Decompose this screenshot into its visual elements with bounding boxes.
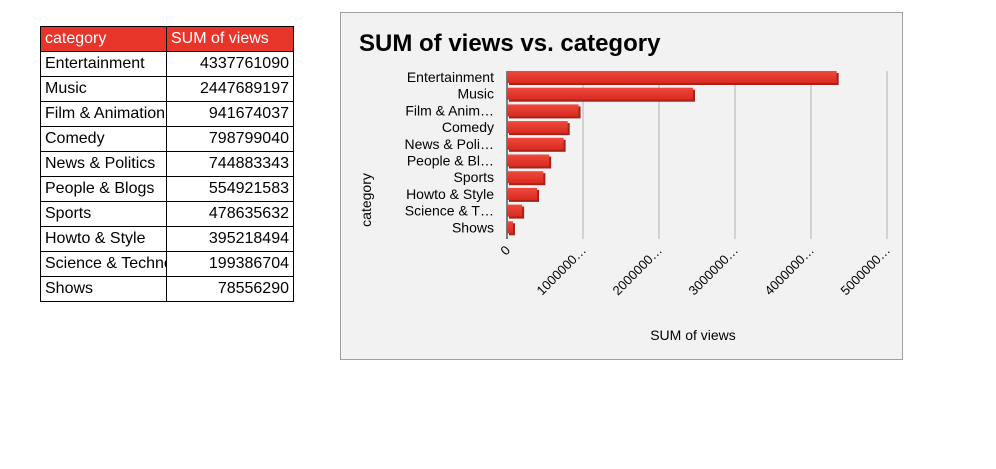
table-row: Science & Technology199386704 [40, 251, 294, 277]
y-axis-title: category [358, 173, 374, 227]
cell-views[interactable]: 798799040 [166, 126, 294, 152]
bar-fill [507, 71, 837, 83]
bar[interactable] [507, 204, 525, 219]
cell-category[interactable]: People & Blogs [40, 176, 167, 202]
cell-views[interactable]: 478635632 [166, 201, 294, 227]
category-label: Music [457, 86, 494, 102]
table-row: Comedy 798799040 [40, 126, 294, 152]
cell-category[interactable]: Howto & Style [40, 226, 167, 252]
category-label: Entertainment [407, 69, 494, 85]
cell-views[interactable]: 554921583 [166, 176, 294, 202]
cell-views[interactable]: 4337761090 [166, 51, 294, 77]
bar-fill [507, 187, 538, 200]
bar[interactable] [507, 137, 566, 152]
bars [507, 71, 839, 236]
table-row: People & Blogs 554921583 [40, 176, 294, 202]
bar-fill [507, 171, 544, 184]
chart-panel: SUM of views vs. category Entertainment M… [340, 12, 903, 360]
bar[interactable] [507, 171, 546, 186]
category-label: Comedy [442, 119, 494, 135]
cell-views[interactable]: 78556290 [166, 276, 294, 302]
bar[interactable] [507, 71, 839, 85]
x-tick-label: 0 [497, 243, 513, 259]
x-tick-label: 4000000… [762, 243, 818, 299]
bar-fill [507, 104, 579, 117]
table-row: Film & Animation 941674037 [40, 101, 294, 127]
bar[interactable] [507, 87, 696, 102]
x-tick-labels: 0 1000000… 2000000… 3000000… 4000000… 5000000… [497, 243, 893, 299]
cell-views[interactable]: 199386704 [166, 251, 294, 277]
x-tick-label: 3000000… [686, 243, 742, 299]
bar-fill [507, 204, 523, 217]
cell-category[interactable]: Entertainment [40, 51, 167, 77]
bar-fill [507, 221, 513, 234]
bar[interactable] [507, 121, 570, 136]
bar-fill [507, 154, 550, 167]
table-row: Entertainment 4337761090 [40, 51, 294, 77]
bar-fill [507, 121, 568, 134]
bar-fill [507, 87, 694, 100]
cell-category[interactable]: Sports [40, 201, 167, 227]
table-row: Music 2447689197 [40, 76, 294, 102]
bar-chart: SUM of views vs. category EntertainmentM… [358, 30, 893, 343]
x-tick-label: 1000000… [534, 243, 590, 299]
x-tick-label: 2000000… [610, 243, 666, 299]
category-label: Howto & Style [406, 186, 494, 202]
bar[interactable] [507, 221, 515, 236]
bar[interactable] [507, 187, 540, 202]
cell-views[interactable]: 941674037 [166, 101, 294, 127]
cell-category[interactable]: Music [40, 76, 167, 102]
chart-title: SUM of views vs. category [359, 30, 661, 57]
table-row: Shows 78556290 [40, 276, 294, 302]
table-header-row: category SUM of views [40, 26, 294, 52]
category-label: Film & Anim… [405, 102, 494, 118]
cell-views[interactable]: 395218494 [166, 226, 294, 252]
column-header-views[interactable]: SUM of views [166, 26, 294, 52]
category-label: Sports [454, 169, 494, 185]
cell-views[interactable]: 2447689197 [166, 76, 294, 102]
cell-category[interactable]: News & Politics [40, 151, 167, 177]
category-label: Shows [452, 219, 494, 235]
data-table: category SUM of views Entertainment 43377… [40, 26, 294, 302]
cell-category[interactable]: Science & Technology [40, 251, 167, 277]
table-row: Sports 478635632 [40, 201, 294, 227]
table-row: News & Politics 744883343 [40, 151, 294, 177]
cell-views[interactable]: 744883343 [166, 151, 294, 177]
cell-category[interactable]: Film & Animation [40, 101, 167, 127]
column-header-category[interactable]: category [40, 26, 167, 52]
category-label: News & Poli… [405, 136, 494, 152]
category-label: Science & T… [405, 203, 494, 219]
bar-fill [507, 137, 564, 150]
x-axis-title: SUM of views [650, 327, 736, 343]
bar[interactable] [507, 154, 552, 169]
cell-category[interactable]: Shows [40, 276, 167, 302]
category-label: People & Bl… [407, 153, 494, 169]
bar[interactable] [507, 104, 581, 119]
x-tick-label: 5000000… [838, 243, 894, 299]
cell-category[interactable]: Comedy [40, 126, 167, 152]
table-row: Howto & Style 395218494 [40, 226, 294, 252]
